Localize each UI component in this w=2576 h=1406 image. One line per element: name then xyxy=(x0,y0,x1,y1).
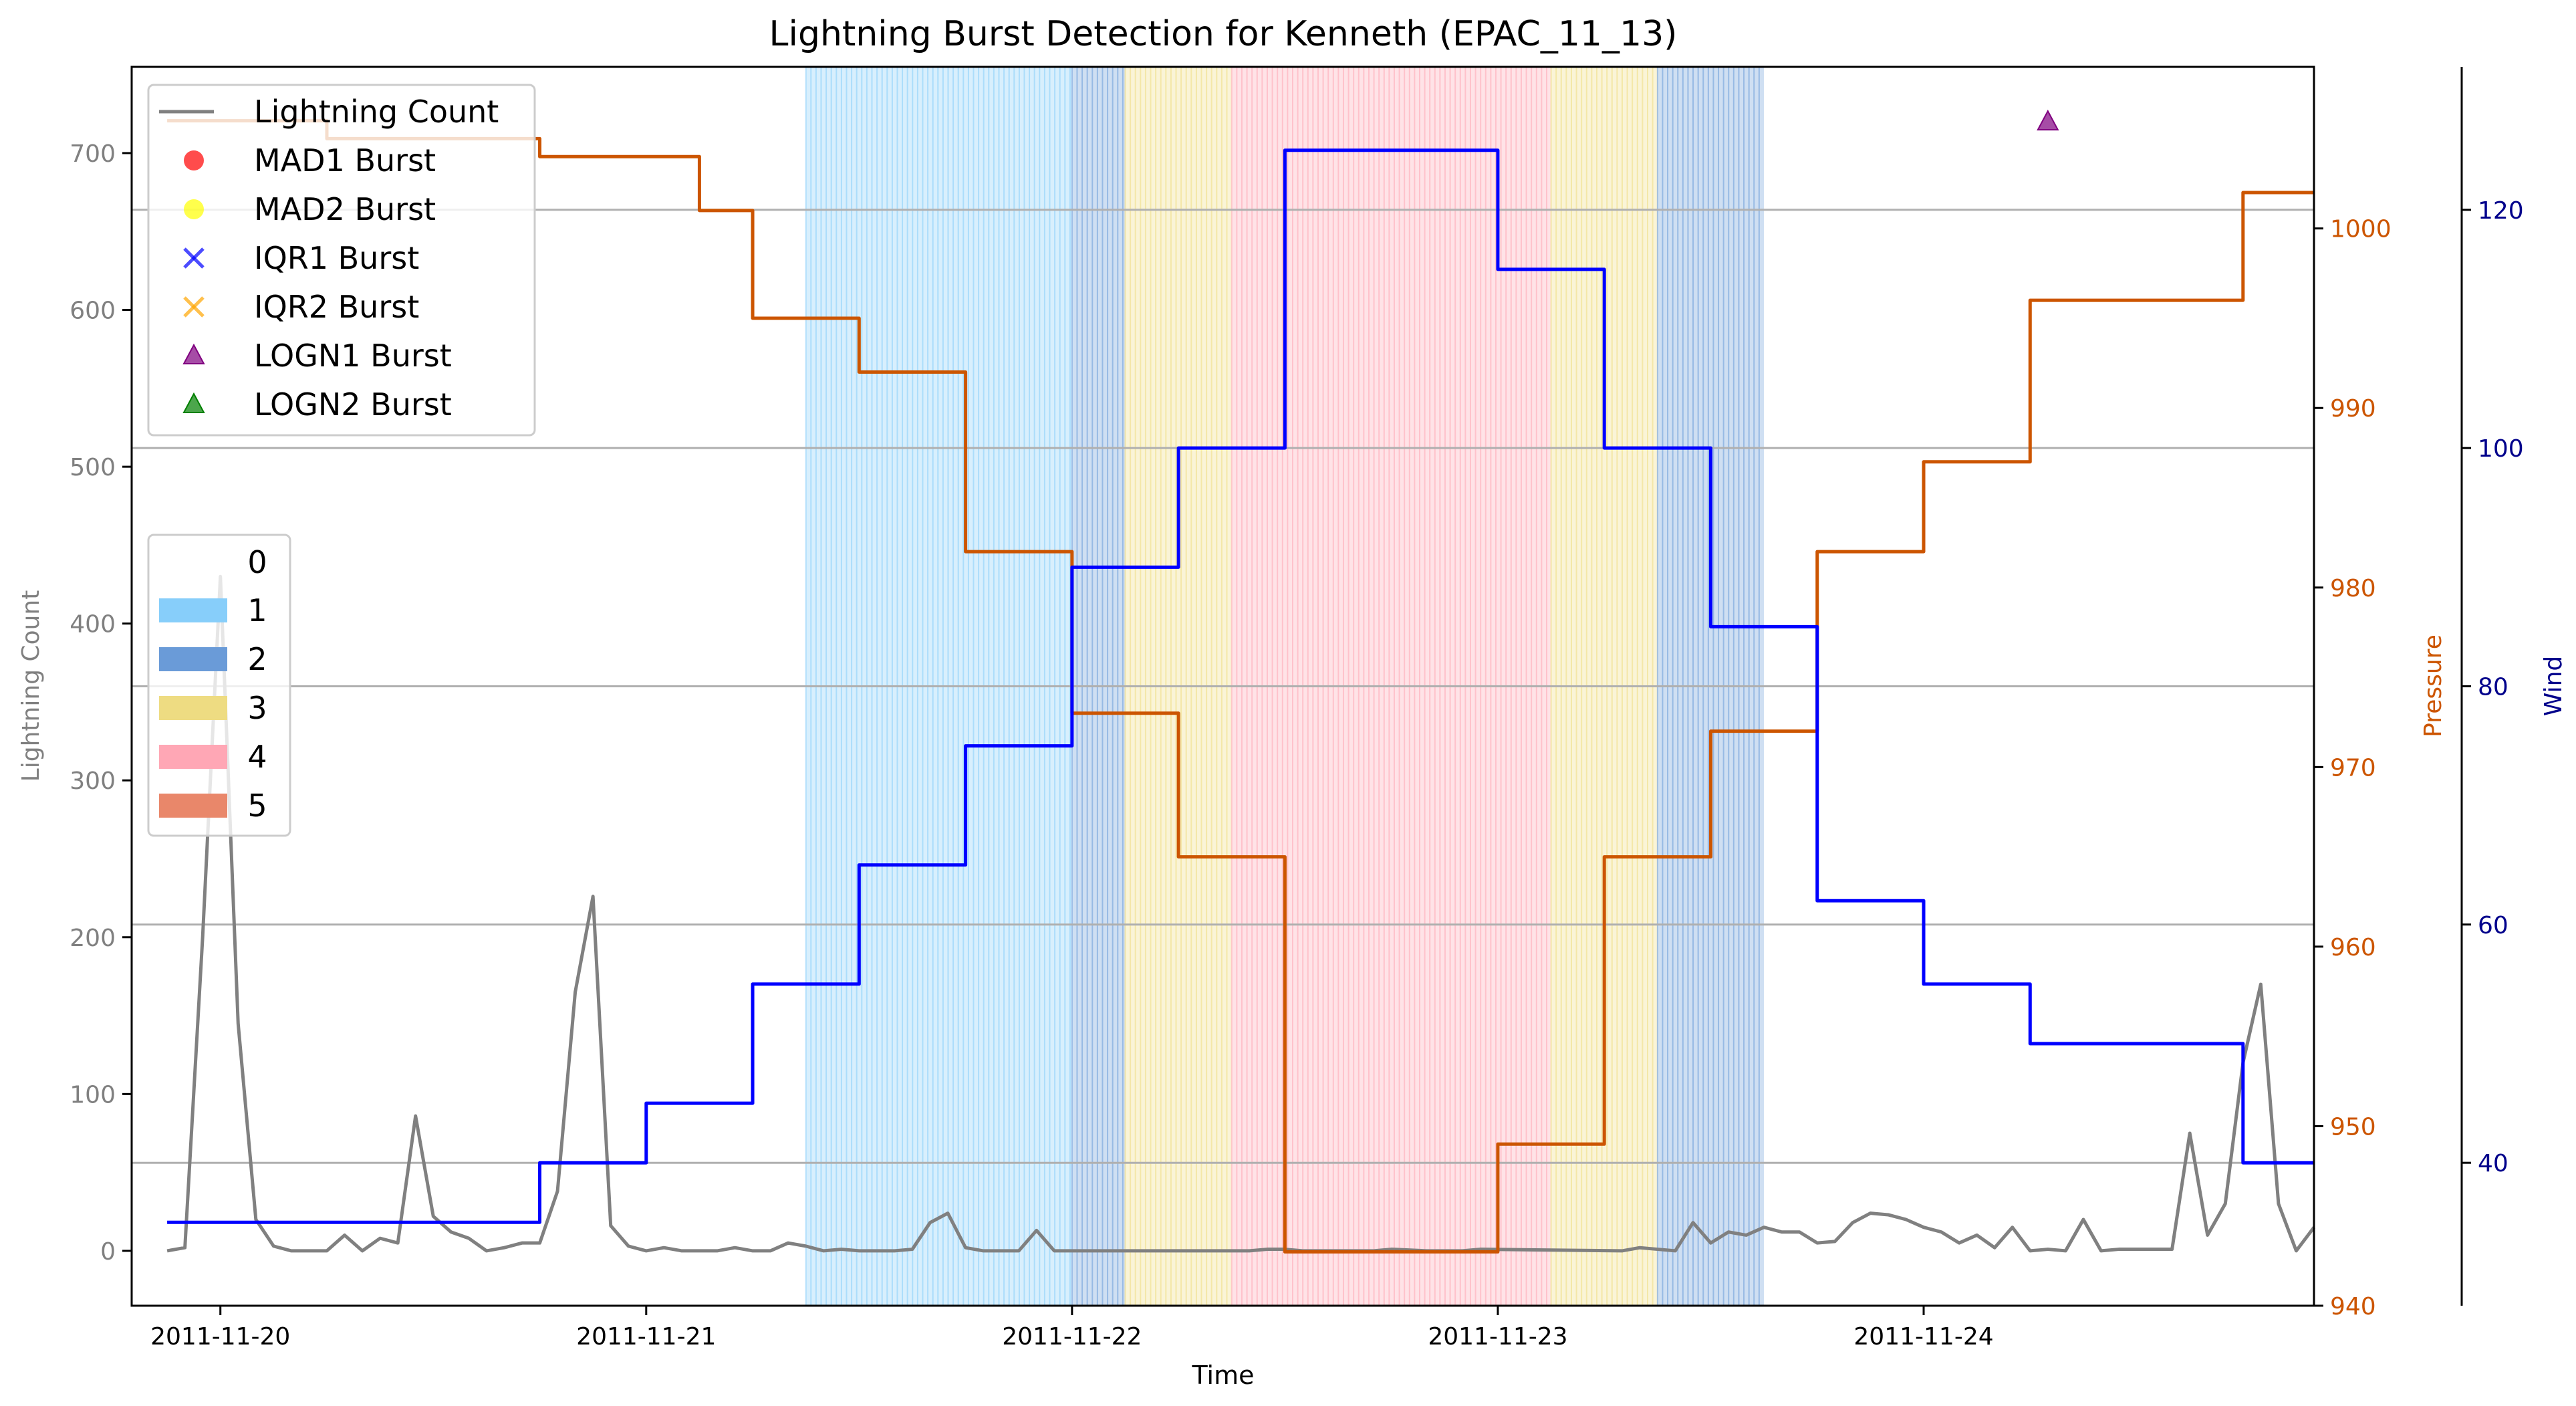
category-legend-label-3: 3 xyxy=(247,690,267,726)
axes: 2011-11-20 2011-11-21 2011-11-22 2011-11-23… xyxy=(17,67,2567,1351)
series-line-wind xyxy=(167,148,2314,1224)
y-axis-label-left: Lightning Count xyxy=(17,590,45,782)
y-tick-label-left: 100 xyxy=(70,1081,116,1108)
legend-swatch-mad1-burst xyxy=(184,150,204,170)
chart-title: Lightning Burst Detection for Kenneth (E… xyxy=(769,14,1678,54)
legend-swatch-iqr2-burst xyxy=(183,296,205,318)
x-tick-label: 2011-11-23 xyxy=(1428,1323,1567,1351)
y-tick-label-left: 700 xyxy=(70,140,116,168)
category-legend-label-4: 4 xyxy=(247,739,267,775)
y-tick-label-pressure: 950 xyxy=(2330,1113,2376,1141)
y-tick-label-pressure: 1000 xyxy=(2330,216,2392,243)
y-tick-label-left: 400 xyxy=(70,611,116,638)
y-tick-label-pressure: 990 xyxy=(2330,395,2376,423)
x-tick-label: 2011-11-21 xyxy=(576,1323,716,1351)
series-line-lightning-count xyxy=(166,574,2315,1253)
burst-legend-box xyxy=(147,84,536,437)
category-legend-swatch-5 xyxy=(159,794,227,818)
category-legend-swatch-1 xyxy=(159,598,227,622)
legend-swatch-mad2-burst xyxy=(184,199,204,219)
y-tick-label-wind: 60 xyxy=(2478,912,2508,939)
legend-label-mad2-burst: MAD2 Burst xyxy=(254,191,436,227)
category-legend-swatch-2 xyxy=(159,647,227,671)
legend-label-mad1-burst: MAD1 Burst xyxy=(254,142,436,179)
y-tick-label-left: 0 xyxy=(100,1238,116,1266)
y-tick-label-left: 300 xyxy=(70,768,116,795)
legend-label-iqr1-burst: IQR1 Burst xyxy=(254,240,419,276)
burst-marker-logn1 xyxy=(2037,109,2059,131)
category-legend-label-1: 1 xyxy=(247,592,267,628)
y-tick-label-pressure: 970 xyxy=(2330,754,2376,782)
burst-markers xyxy=(2037,109,2059,131)
legend-swatch-logn2-burst xyxy=(182,392,205,413)
y-axis-label-pressure: Pressure xyxy=(2420,634,2447,737)
y-tick-label-wind: 100 xyxy=(2478,435,2524,463)
y-tick-label-left: 500 xyxy=(70,454,116,481)
category-legend-title: 0 xyxy=(247,544,267,580)
category-legend-label-5: 5 xyxy=(247,788,267,824)
legend-label-logn1-burst: LOGN1 Burst xyxy=(254,338,452,374)
x-tick-label: 2011-11-24 xyxy=(1853,1323,1993,1351)
category-legend-label-2: 2 xyxy=(247,641,267,677)
y-tick-label-wind: 120 xyxy=(2478,197,2524,225)
legend-swatch-logn1-burst xyxy=(182,343,205,364)
x-axis-label: Time xyxy=(1192,1361,1255,1390)
y-tick-label-left: 600 xyxy=(70,298,116,325)
series-lines xyxy=(166,119,2315,1254)
legend-label-logn2-burst: LOGN2 Burst xyxy=(254,386,452,423)
legends: Lightning Count MAD1 Burst MAD2 Burst IQR1 … xyxy=(147,84,536,837)
x-tick-label: 2011-11-22 xyxy=(1002,1323,1142,1351)
y-tick-label-pressure: 940 xyxy=(2330,1293,2376,1320)
category-legend-swatch-4 xyxy=(159,745,227,769)
category-legend-swatch-3 xyxy=(159,696,227,720)
y-tick-label-left: 200 xyxy=(70,925,116,952)
category-legend-box xyxy=(147,534,291,837)
x-tick-label: 2011-11-20 xyxy=(150,1323,290,1351)
legend-swatch-iqr1-burst xyxy=(183,247,205,269)
legend-label-iqr2-burst: IQR2 Burst xyxy=(254,289,419,325)
y-tick-label-wind: 40 xyxy=(2478,1150,2508,1177)
legend-label-lightning-count: Lightning Count xyxy=(254,94,499,130)
y-tick-label-wind: 80 xyxy=(2478,674,2508,701)
y-tick-label-pressure: 960 xyxy=(2330,934,2376,961)
y-tick-label-pressure: 980 xyxy=(2330,575,2376,602)
series-line-pressure xyxy=(167,119,2314,1254)
y-axis-label-wind: Wind xyxy=(2540,656,2567,716)
